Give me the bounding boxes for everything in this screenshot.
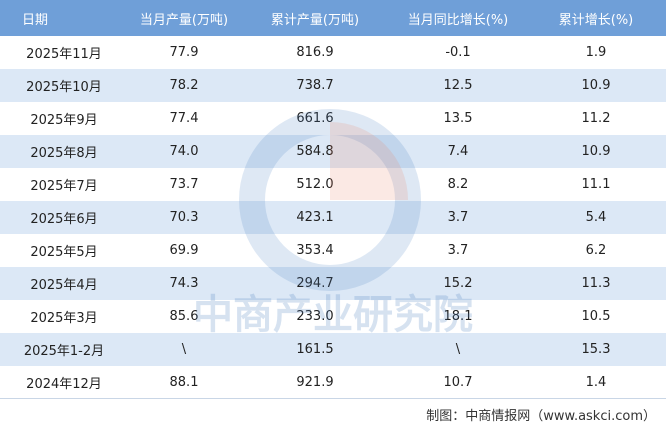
table-cell: 2025年11月 (26, 47, 102, 62)
table-cell: 6.2 (585, 243, 607, 258)
footer: 制图：中商情报网（www.askci.com） (0, 398, 666, 435)
table-cell: \ (390, 333, 526, 366)
table-cell: 77.9 (169, 45, 199, 60)
table-cell: 2025年8月 (0, 135, 128, 168)
table-cell: 584.8 (240, 135, 390, 168)
table-row: 2025年11月 77.9 816.9 -0.1 1.9 (0, 36, 666, 69)
header-row: 日期 当月产量(万吨) 累计产量(万吨) 当月同比增长(%) 累计增长(%) (0, 0, 666, 36)
header-cell: 累计增长(%) (526, 0, 666, 36)
table-cell: 2025年5月 (30, 245, 98, 260)
table-cell: 85.6 (169, 309, 199, 324)
table-row: 2025年1-2月 \ 161.5 \ 15.3 (0, 333, 666, 366)
table-cell: 78.2 (128, 69, 240, 102)
table-cell: 161.5 (240, 333, 390, 366)
table-cell: 10.7 (443, 375, 473, 390)
header-cell: 累计产量(万吨) (240, 0, 390, 36)
table-cell: 2025年6月 (0, 201, 128, 234)
table-row: 2024年12月 88.1 921.9 10.7 1.4 (0, 366, 666, 399)
table-cell: 70.3 (128, 201, 240, 234)
table-cell: 8.2 (447, 177, 469, 192)
table-cell: 73.7 (169, 177, 199, 192)
table-cell: 11.3 (526, 267, 666, 300)
table-cell: 5.4 (526, 201, 666, 234)
table-cell: 2025年4月 (0, 267, 128, 300)
table-cell: 12.5 (390, 69, 526, 102)
table-cell: 11.1 (581, 177, 611, 192)
table-row: 2025年10月 78.2 738.7 12.5 10.9 (0, 69, 666, 102)
data-table: 日期 当月产量(万吨) 累计产量(万吨) 当月同比增长(%) 累计增长(%) 2025年… (0, 0, 666, 399)
table-cell: 1.4 (585, 375, 607, 390)
table-cell: 2025年3月 (30, 311, 98, 326)
table-cell: 353.4 (296, 243, 334, 258)
table-cell: \ (128, 333, 240, 366)
table-row: 2025年4月 74.3 294.7 15.2 11.3 (0, 267, 666, 300)
table-cell: 738.7 (240, 69, 390, 102)
header-cell: 当月同比增长(%) (390, 0, 526, 36)
table-cell: 11.2 (581, 111, 611, 126)
table-cell: 2025年1-2月 (0, 333, 128, 366)
table-cell: 13.5 (443, 111, 473, 126)
table-row: 2025年5月 69.9 353.4 3.7 6.2 (0, 234, 666, 267)
table-cell: 18.1 (443, 309, 473, 324)
table-row: 2025年7月 73.7 512.0 8.2 11.1 (0, 168, 666, 201)
table-row: 2025年3月 85.6 233.0 18.1 10.5 (0, 300, 666, 333)
table-cell: 294.7 (240, 267, 390, 300)
table-cell: 423.1 (240, 201, 390, 234)
table-cell: 7.4 (390, 135, 526, 168)
table-cell: 2024年12月 (26, 377, 102, 392)
table-cell: 69.9 (169, 243, 199, 258)
table-cell: 74.3 (128, 267, 240, 300)
table-cell: 2025年10月 (0, 69, 128, 102)
table-cell: 15.2 (390, 267, 526, 300)
table-cell: 1.9 (585, 45, 607, 60)
table-cell: 15.3 (526, 333, 666, 366)
table-cell: 2025年9月 (30, 113, 98, 128)
table-cell: 10.9 (526, 135, 666, 168)
table-cell: 3.7 (390, 201, 526, 234)
table-row: 2025年9月 77.4 661.6 13.5 11.2 (0, 102, 666, 135)
table-cell: 921.9 (296, 375, 334, 390)
table-cell: 816.9 (296, 45, 334, 60)
header-cell: 当月产量(万吨) (128, 0, 240, 36)
header-cell: 日期 (0, 0, 128, 36)
table-body: 2025年11月 77.9 816.9 -0.1 1.9 2025年10月 78.2 738.… (0, 36, 666, 399)
table-cell: -0.1 (445, 45, 471, 60)
table-row: 2025年8月 74.0 584.8 7.4 10.9 (0, 135, 666, 168)
table-row: 2025年6月 70.3 423.1 3.7 5.4 (0, 201, 666, 234)
table-cell: 74.0 (128, 135, 240, 168)
table-cell: 2025年7月 (30, 179, 98, 194)
table-cell: 10.9 (526, 69, 666, 102)
table-cell: 88.1 (169, 375, 199, 390)
table-cell: 661.6 (296, 111, 334, 126)
table-cell: 10.5 (581, 309, 611, 324)
table-cell: 77.4 (169, 111, 199, 126)
table-cell: 512.0 (296, 177, 334, 192)
table-cell: 3.7 (447, 243, 469, 258)
table-cell: 233.0 (296, 309, 334, 324)
